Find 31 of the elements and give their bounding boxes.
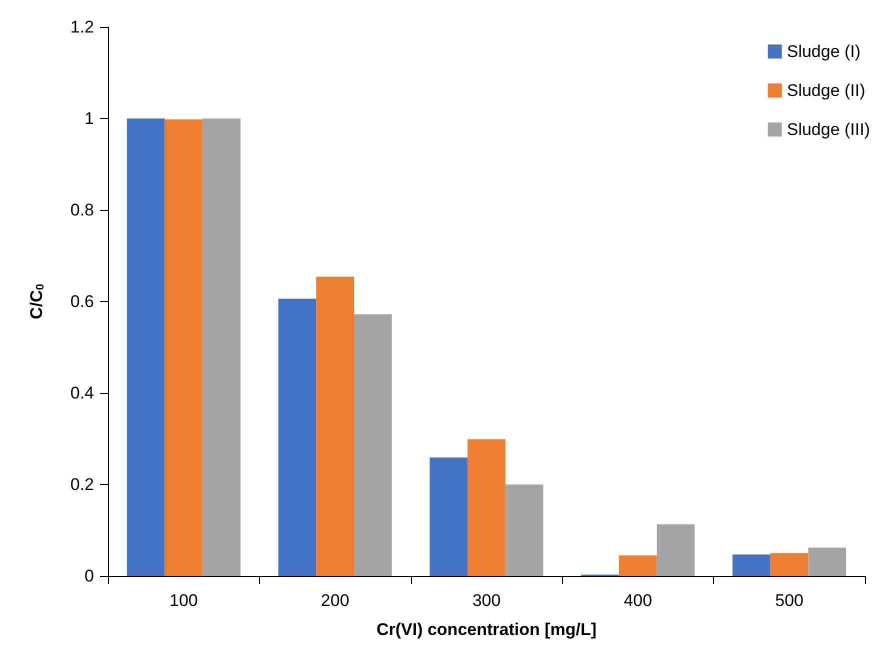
x-tick-label: 100: [170, 591, 198, 610]
bar: [505, 484, 544, 576]
bar: [316, 276, 354, 576]
bar: [430, 458, 468, 576]
y-tick-label: 0.4: [70, 384, 94, 402]
y-tick-label: 0: [84, 566, 94, 586]
y-tick-label: 0.6: [70, 292, 94, 311]
bar: [468, 439, 506, 576]
y-tick-label: 0.8: [70, 200, 94, 220]
bar: [618, 555, 657, 576]
x-tick-label: 300: [472, 591, 501, 610]
bar: [656, 524, 695, 576]
legend-label: Sludge (I): [786, 42, 861, 61]
bar: [278, 298, 316, 576]
x-tick-label: 400: [624, 591, 652, 610]
x-axis-title: Cr(VI) concentration [mg/L]: [376, 620, 597, 639]
y-tick-label: 0.2: [70, 475, 94, 494]
legend-label: Sludge (III): [786, 120, 870, 139]
bar: [770, 553, 808, 576]
y-tick-label: 1.2: [70, 18, 94, 36]
y-tick-label: 1: [84, 109, 94, 128]
bar: [202, 118, 240, 576]
bar: [164, 119, 203, 576]
bar: [732, 554, 770, 576]
legend-label: Sludge (II): [786, 81, 866, 100]
x-tick-label: 500: [775, 591, 804, 610]
x-tick-label: 200: [320, 591, 350, 610]
bar: [126, 118, 165, 576]
bar: [354, 314, 392, 576]
y-axis-title: C/C0: [27, 284, 46, 320]
bar: [808, 548, 846, 576]
